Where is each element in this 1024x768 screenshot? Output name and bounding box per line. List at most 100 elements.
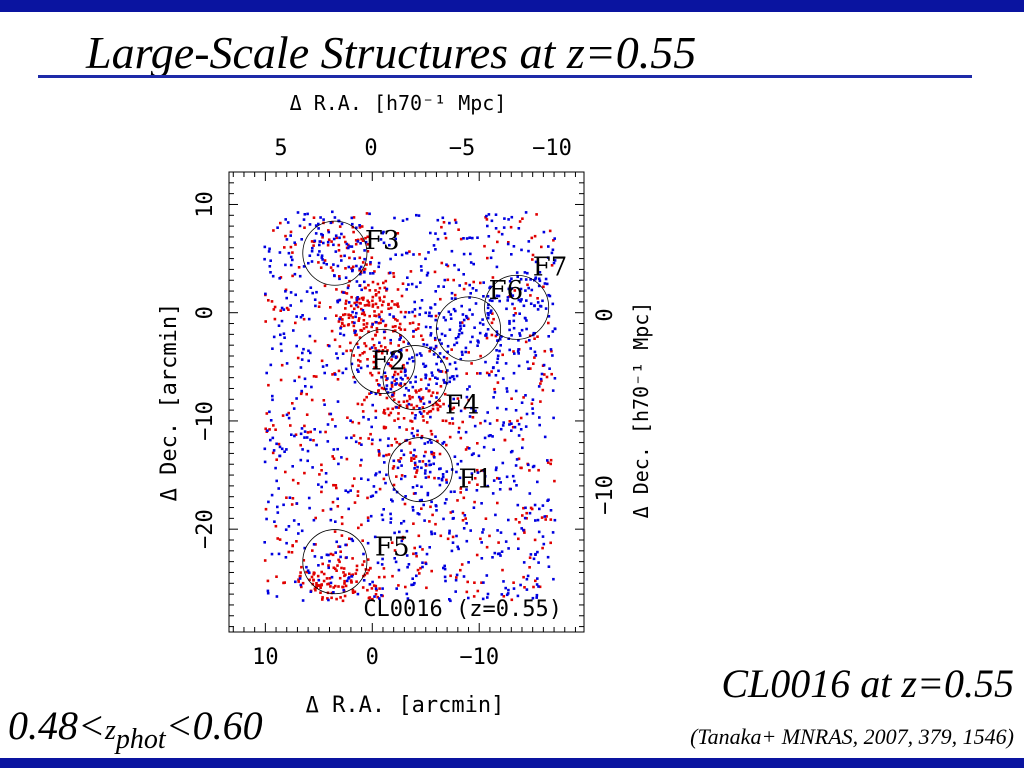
red-galaxy-point xyxy=(327,238,331,241)
blue-galaxy-point xyxy=(432,462,435,466)
red-galaxy-point xyxy=(523,531,526,534)
red-galaxy-point xyxy=(352,375,355,379)
blue-galaxy-point xyxy=(537,284,541,288)
blue-galaxy-point xyxy=(505,475,509,479)
blue-galaxy-point xyxy=(468,283,471,287)
blue-galaxy-point xyxy=(552,577,555,581)
red-galaxy-point xyxy=(361,563,364,567)
red-galaxy-point xyxy=(455,576,458,579)
red-galaxy-point xyxy=(503,438,507,442)
blue-galaxy-point xyxy=(344,367,348,371)
blue-galaxy-point xyxy=(303,436,306,439)
red-galaxy-point xyxy=(402,366,406,370)
red-galaxy-point xyxy=(287,550,291,554)
y-tick-label-left: 0 xyxy=(193,306,218,319)
red-galaxy-point xyxy=(360,329,364,332)
red-galaxy-point xyxy=(294,321,297,325)
red-galaxy-point xyxy=(393,549,397,552)
blue-galaxy-point xyxy=(378,470,381,474)
red-galaxy-point xyxy=(461,519,465,522)
blue-galaxy-point xyxy=(301,351,304,355)
blue-galaxy-point xyxy=(318,250,321,253)
red-galaxy-point xyxy=(545,515,548,518)
blue-galaxy-point xyxy=(387,437,390,440)
blue-galaxy-point xyxy=(473,326,476,329)
red-galaxy-point xyxy=(358,256,362,260)
blue-galaxy-point xyxy=(399,376,403,380)
blue-galaxy-point xyxy=(362,579,366,582)
red-galaxy-point xyxy=(367,437,370,440)
blue-galaxy-point xyxy=(454,221,458,224)
blue-galaxy-point xyxy=(386,391,390,394)
blue-galaxy-point xyxy=(500,550,504,553)
blue-galaxy-point xyxy=(453,361,457,364)
blue-galaxy-point xyxy=(289,304,292,307)
blue-galaxy-point xyxy=(271,394,274,398)
blue-galaxy-point xyxy=(422,343,426,346)
blue-galaxy-point xyxy=(391,393,394,397)
blue-galaxy-point xyxy=(454,367,458,371)
blue-galaxy-point xyxy=(451,541,455,544)
red-galaxy-point xyxy=(380,386,384,390)
blue-galaxy-point xyxy=(355,303,358,307)
blue-galaxy-point xyxy=(422,362,425,366)
blue-galaxy-point xyxy=(415,484,419,487)
red-galaxy-point xyxy=(355,564,359,568)
red-galaxy-point xyxy=(345,457,349,461)
blue-galaxy-point xyxy=(410,431,414,435)
red-galaxy-point xyxy=(294,433,298,436)
blue-galaxy-point xyxy=(470,406,473,410)
blue-galaxy-point xyxy=(415,213,418,217)
blue-galaxy-point xyxy=(269,271,272,274)
red-galaxy-point xyxy=(370,325,373,329)
blue-galaxy-point xyxy=(538,279,542,283)
blue-galaxy-point xyxy=(271,398,274,402)
red-galaxy-point xyxy=(438,399,441,402)
red-galaxy-point xyxy=(378,587,381,590)
blue-galaxy-point xyxy=(424,469,427,472)
red-galaxy-point xyxy=(310,575,314,579)
blue-galaxy-point xyxy=(465,522,468,525)
blue-galaxy-point xyxy=(333,274,336,278)
blue-galaxy-point xyxy=(395,587,398,590)
red-galaxy-point xyxy=(389,306,393,310)
blue-galaxy-point xyxy=(304,385,307,388)
blue-galaxy-point xyxy=(427,383,430,387)
blue-galaxy-point xyxy=(284,556,288,559)
blue-galaxy-point xyxy=(334,234,338,237)
red-galaxy-point xyxy=(415,471,418,474)
blue-galaxy-point xyxy=(551,248,555,252)
blue-galaxy-point xyxy=(520,248,523,252)
red-galaxy-point xyxy=(335,236,338,240)
blue-galaxy-point xyxy=(289,234,292,237)
structure-circle-f6 xyxy=(436,296,501,362)
red-galaxy-point xyxy=(386,407,390,411)
blue-galaxy-point xyxy=(528,339,531,342)
red-galaxy-point xyxy=(306,431,310,434)
red-galaxy-point xyxy=(321,562,324,566)
blue-galaxy-point xyxy=(422,402,426,405)
blue-galaxy-point xyxy=(430,532,433,536)
red-galaxy-point xyxy=(350,295,353,299)
red-galaxy-point xyxy=(268,428,271,431)
blue-galaxy-point xyxy=(325,553,329,557)
blue-galaxy-point xyxy=(351,539,355,543)
red-galaxy-point xyxy=(476,372,479,375)
blue-galaxy-point xyxy=(314,224,318,227)
red-galaxy-point xyxy=(449,574,452,578)
blue-galaxy-point xyxy=(299,458,303,462)
red-galaxy-point xyxy=(323,259,327,262)
red-galaxy-point xyxy=(419,399,423,403)
blue-galaxy-point xyxy=(534,553,537,556)
red-galaxy-point xyxy=(289,424,292,427)
blue-galaxy-point xyxy=(543,282,547,285)
red-galaxy-point xyxy=(479,537,482,541)
blue-galaxy-point xyxy=(454,578,458,582)
red-galaxy-point xyxy=(453,293,457,297)
red-galaxy-point xyxy=(295,540,298,543)
blue-galaxy-point xyxy=(486,312,490,315)
red-galaxy-point xyxy=(448,394,452,398)
blue-galaxy-point xyxy=(527,367,530,370)
red-galaxy-point xyxy=(392,483,396,487)
red-galaxy-point xyxy=(433,270,437,274)
